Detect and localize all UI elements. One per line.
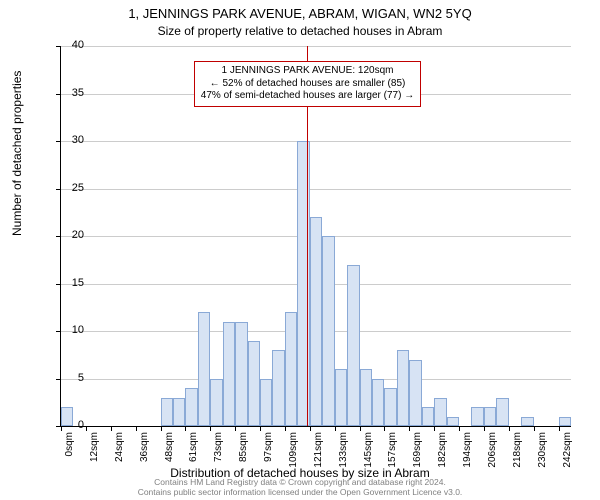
- histogram-bar: [521, 417, 533, 427]
- histogram-bar: [372, 379, 384, 427]
- chart-title-address: 1, JENNINGS PARK AVENUE, ABRAM, WIGAN, W…: [0, 6, 600, 21]
- histogram-bar: [360, 369, 372, 426]
- xtick-mark: [434, 426, 435, 431]
- histogram-bar: [161, 398, 173, 427]
- histogram-bar: [484, 407, 496, 426]
- xtick-mark: [285, 426, 286, 431]
- histogram-bar: [471, 407, 483, 426]
- credits-line1: Contains HM Land Registry data © Crown c…: [154, 477, 446, 487]
- histogram-bar: [335, 369, 347, 426]
- xtick-mark: [384, 426, 385, 431]
- chart-subtitle: Size of property relative to detached ho…: [0, 24, 600, 38]
- ytick-label: 0: [44, 419, 84, 431]
- plot-area: 0sqm12sqm24sqm36sqm48sqm61sqm73sqm85sqm9…: [60, 46, 571, 427]
- histogram-bar: [285, 312, 297, 426]
- histogram-bar: [235, 322, 247, 427]
- histogram-bar: [310, 217, 322, 426]
- gridline: [61, 189, 571, 190]
- annotation-line3: 47% of semi-detached houses are larger (…: [201, 90, 414, 101]
- y-axis-label: Number of detached properties: [10, 71, 24, 236]
- xtick-mark: [484, 426, 485, 431]
- annotation-line2: ← 52% of detached houses are smaller (85…: [210, 78, 406, 89]
- ytick-label: 25: [44, 182, 84, 194]
- xtick-mark: [534, 426, 535, 431]
- xtick-mark: [409, 426, 410, 431]
- histogram-bar: [384, 388, 396, 426]
- credits-line2: Contains public sector information licen…: [138, 487, 463, 497]
- histogram-bar: [223, 322, 235, 427]
- xtick-mark: [235, 426, 236, 431]
- histogram-bar: [397, 350, 409, 426]
- ytick-label: 35: [44, 87, 84, 99]
- ytick-label: 40: [44, 39, 84, 51]
- xtick-mark: [459, 426, 460, 431]
- histogram-bar: [434, 398, 446, 427]
- histogram-bar: [272, 350, 284, 426]
- xtick-mark: [360, 426, 361, 431]
- histogram-bar: [496, 398, 508, 427]
- histogram-chart: 0sqm12sqm24sqm36sqm48sqm61sqm73sqm85sqm9…: [60, 46, 570, 426]
- histogram-bar: [447, 417, 459, 427]
- annotation-callout: 1 JENNINGS PARK AVENUE: 120sqm ← 52% of d…: [194, 61, 421, 107]
- xtick-mark: [86, 426, 87, 431]
- histogram-bar: [248, 341, 260, 427]
- ytick-label: 20: [44, 229, 84, 241]
- xtick-mark: [509, 426, 510, 431]
- xtick-mark: [210, 426, 211, 431]
- gridline: [61, 141, 571, 142]
- xtick-mark: [136, 426, 137, 431]
- histogram-bar: [185, 388, 197, 426]
- ytick-label: 10: [44, 324, 84, 336]
- credits-footer: Contains HM Land Registry data © Crown c…: [0, 477, 600, 497]
- xtick-mark: [185, 426, 186, 431]
- xtick-mark: [335, 426, 336, 431]
- histogram-bar: [322, 236, 334, 426]
- xtick-mark: [260, 426, 261, 431]
- ytick-label: 15: [44, 277, 84, 289]
- xtick-mark: [559, 426, 560, 431]
- gridline: [61, 46, 571, 47]
- histogram-bar: [559, 417, 571, 427]
- histogram-bar: [198, 312, 210, 426]
- histogram-bar: [422, 407, 434, 426]
- histogram-bar: [347, 265, 359, 427]
- annotation-line1: 1 JENNINGS PARK AVENUE: 120sqm: [222, 65, 394, 76]
- histogram-bar: [210, 379, 222, 427]
- ytick-label: 30: [44, 134, 84, 146]
- histogram-bar: [409, 360, 421, 427]
- histogram-bar: [173, 398, 185, 427]
- xtick-mark: [310, 426, 311, 431]
- xtick-mark: [111, 426, 112, 431]
- xtick-mark: [161, 426, 162, 431]
- histogram-bar: [260, 379, 272, 427]
- ytick-label: 5: [44, 372, 84, 384]
